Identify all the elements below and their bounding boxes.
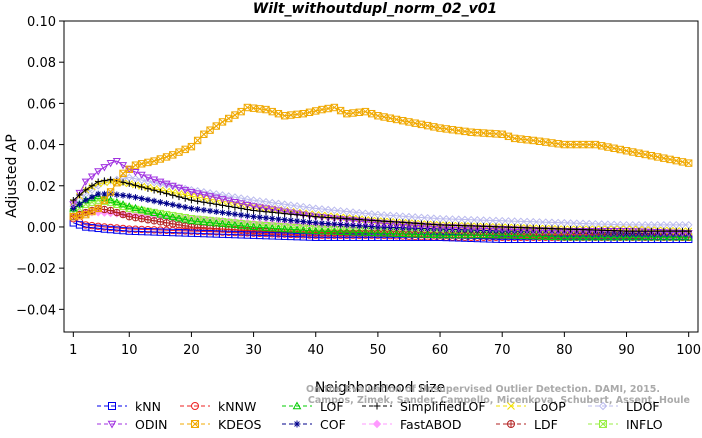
series-knn (69, 219, 693, 244)
legend-item-lof: LOF (282, 399, 344, 414)
legend-label: INFLO (626, 417, 663, 432)
series-kdeos (69, 103, 693, 221)
legend-label: kNNW (218, 399, 256, 414)
x-tick-label: 80 (556, 343, 573, 358)
watermark-line1: On the Evaluation of Unsupervised Outlie… (306, 384, 660, 395)
legend-label: kNN (135, 399, 161, 414)
legend-label: COF (320, 417, 346, 432)
legend: kNN kNNW LOF SimplifiedLOF LoOP LDOF ODIN KDEOS… (97, 399, 663, 432)
y-tick-label: 0.08 (27, 56, 56, 71)
y-tick-label: −0.04 (16, 303, 56, 318)
series-loop (69, 178, 693, 235)
legend-label: LDF (534, 417, 558, 432)
legend-label: FastABOD (400, 417, 462, 432)
y-tick-label: 0.00 (27, 221, 56, 236)
legend-item-ldof: LDOF (588, 399, 660, 414)
legend-label: LDOF (626, 399, 660, 414)
series-markers-loop (69, 178, 693, 235)
x-tick-label: 70 (494, 343, 511, 358)
legend-item-loop: LoOP (496, 399, 566, 414)
y-tick-label: 0.04 (27, 139, 56, 154)
series-line-odin (72, 160, 689, 234)
series-markers-knn (69, 219, 693, 244)
x-tick-label: 30 (245, 343, 262, 358)
x-tick-label: 40 (307, 343, 324, 358)
x-tick-label: 20 (183, 343, 200, 358)
x-tick-label: 50 (370, 343, 387, 358)
legend-item-kdeos: KDEOS (180, 417, 262, 432)
legend-label: LOF (320, 399, 344, 414)
plot-frame (63, 20, 699, 333)
y-tick-label: −0.02 (16, 262, 56, 277)
legend-label: KDEOS (218, 417, 262, 432)
legend-item-simplifiedlof: SimplifiedLOF (362, 399, 486, 414)
legend-item-cof: COF (282, 417, 346, 432)
x-axis: 1 10 20 30 40 50 60 70 80 90 100 (69, 332, 701, 358)
legend-label: LoOP (534, 399, 566, 414)
x-tick-label: 1 (69, 343, 77, 358)
series-markers-simplifiedlof (70, 176, 692, 235)
series-layer (69, 103, 693, 244)
watermark: Campos, Zimek, Sander, Campello, Micenko… (308, 395, 690, 406)
legend-item-odin: ODIN (97, 417, 168, 432)
x-tick-label: 100 (676, 343, 701, 358)
chart-title: Wilt_withoutdupl_norm_02_v01 (253, 1, 497, 17)
series-simplifiedlof (70, 176, 692, 235)
y-axis-label: Adjusted AP (4, 134, 20, 218)
x-axis-label: Neighborhood size (315, 380, 445, 396)
series-line-kdeos (73, 106, 689, 218)
series-line-lof (73, 195, 689, 238)
y-axis: −0.04 −0.02 0.00 0.02 0.04 0.06 0.08 0.10 (16, 15, 64, 318)
y-tick-label: 0.10 (27, 15, 56, 30)
legend-item-inflo: INFLO (588, 417, 663, 432)
series-markers-kdeos (69, 103, 693, 221)
legend-item-ldf: LDF (496, 417, 558, 432)
y-tick-label: 0.06 (27, 97, 56, 112)
legend-item-knn: kNN (97, 399, 161, 414)
x-tick-label: 90 (618, 343, 635, 358)
y-tick-label: 0.02 (27, 180, 56, 195)
legend-label: ODIN (135, 417, 168, 432)
x-tick-label: 60 (432, 343, 449, 358)
legend-label: SimplifiedLOF (400, 399, 486, 414)
x-tick-label: 10 (121, 343, 138, 358)
series-lof (69, 191, 693, 241)
legend-item-knnw: kNNW (180, 399, 256, 414)
legend-item-fastabod: FastABOD (362, 417, 462, 432)
